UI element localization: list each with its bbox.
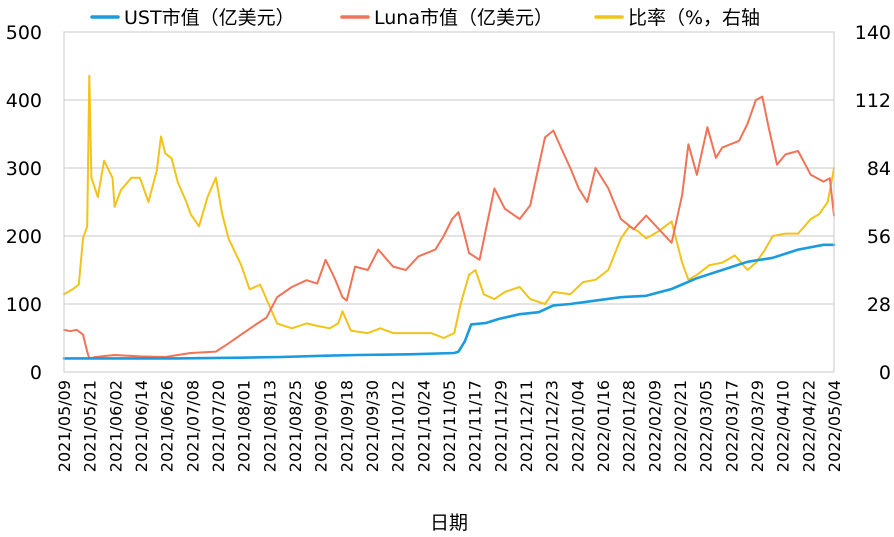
x-tick-label: 2021/09/30 bbox=[363, 380, 382, 472]
right-tick-label: 112 bbox=[855, 90, 891, 112]
x-tick-label: 2021/05/21 bbox=[81, 380, 100, 472]
x-tick-label: 2021/08/01 bbox=[235, 380, 254, 472]
x-tick-label: 2021/08/13 bbox=[260, 380, 279, 472]
left-tick-label: 500 bbox=[6, 22, 42, 44]
x-tick-label: 2021/11/17 bbox=[466, 380, 485, 472]
x-tick-label: 2021/11/29 bbox=[491, 380, 510, 472]
x-tick-label: 2021/07/08 bbox=[183, 380, 202, 472]
right-tick-label: 56 bbox=[867, 226, 891, 248]
x-tick-label: 2021/10/12 bbox=[389, 380, 408, 472]
series-line-1 bbox=[62, 243, 836, 360]
right-axis-ticks: 0 28 56 84 112 140 bbox=[855, 22, 891, 384]
x-tick-label: 2021/09/06 bbox=[312, 380, 331, 472]
left-tick-label: 100 bbox=[6, 294, 42, 316]
left-tick-label: 400 bbox=[6, 90, 42, 112]
x-tick-label: 2021/12/23 bbox=[543, 380, 562, 472]
plot-frame bbox=[63, 31, 835, 373]
x-tick-label: 2022/03/05 bbox=[697, 380, 716, 472]
left-tick-label: 200 bbox=[6, 226, 42, 248]
series-layer bbox=[62, 74, 836, 360]
right-tick-label: 28 bbox=[867, 294, 891, 316]
x-tick-label: 2022/03/29 bbox=[748, 380, 767, 472]
x-tick-label: 2021/07/20 bbox=[209, 380, 228, 472]
x-axis-ticks: 2021/05/09 2021/05/21 2021/06/02 2021/06/14… bbox=[55, 380, 844, 472]
x-tick-label: 2021/05/09 bbox=[55, 380, 74, 472]
x-tick-label: 2021/10/24 bbox=[414, 380, 433, 472]
x-tick-label: 2022/01/16 bbox=[594, 380, 613, 472]
x-tick-label: 2022/04/22 bbox=[799, 380, 818, 472]
x-tick-label: 2021/08/25 bbox=[286, 380, 305, 472]
right-tick-label: 84 bbox=[867, 158, 891, 180]
legend-label: UST市值（亿美元） bbox=[124, 7, 295, 29]
x-tick-label: 2021/06/26 bbox=[158, 380, 177, 472]
x-tick-label: 2021/09/18 bbox=[337, 380, 356, 472]
series-line-2 bbox=[63, 95, 835, 360]
x-tick-label: 2022/01/04 bbox=[568, 380, 587, 472]
right-tick-label: 140 bbox=[855, 22, 891, 44]
x-tick-label: 2022/02/21 bbox=[671, 380, 690, 472]
left-tick-label: 300 bbox=[6, 158, 42, 180]
x-tick-label: 2021/11/05 bbox=[440, 380, 459, 472]
right-tick-label: 0 bbox=[879, 362, 891, 384]
x-tick-label: 2021/12/11 bbox=[517, 380, 536, 472]
x-tick-label: 2022/04/10 bbox=[774, 380, 793, 472]
legend-label: 比率（%，右轴 bbox=[628, 7, 760, 29]
legend: UST市值（亿美元） Luna市值（亿美元） 比率（%，右轴 bbox=[90, 7, 760, 29]
series-line-3 bbox=[63, 74, 835, 339]
x-tick-label: 2021/06/02 bbox=[106, 380, 125, 472]
left-axis-ticks: 0 100 200 300 400 500 bbox=[6, 22, 42, 384]
x-axis-title: 日期 bbox=[430, 512, 468, 534]
x-tick-label: 2022/03/17 bbox=[722, 380, 741, 472]
x-tick-label: 2022/05/04 bbox=[825, 380, 844, 472]
grid bbox=[64, 99, 834, 305]
x-tick-label: 2021/06/14 bbox=[132, 380, 151, 472]
legend-label: Luna市值（亿美元） bbox=[374, 7, 553, 29]
x-tick-label: 2022/01/28 bbox=[620, 380, 639, 472]
left-tick-label: 0 bbox=[30, 362, 42, 384]
x-tick-label: 2022/02/09 bbox=[645, 380, 664, 472]
